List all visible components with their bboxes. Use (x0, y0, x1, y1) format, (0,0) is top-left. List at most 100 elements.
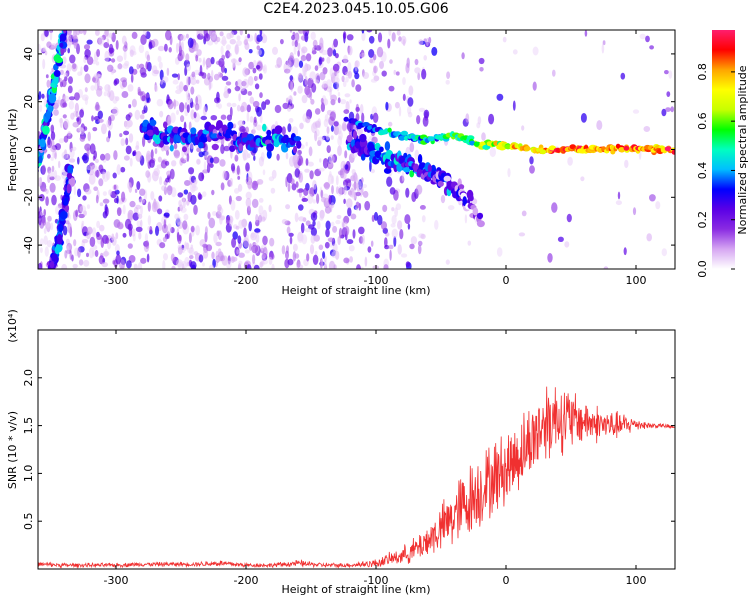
spectral-speckle (187, 37, 194, 48)
spectral-speckle (165, 30, 172, 41)
spectral-speckle (649, 45, 654, 50)
spectral-speckle (416, 115, 421, 125)
spectral-speckle (557, 236, 564, 242)
spectral-speckle (259, 92, 263, 99)
spectral-speckle (320, 259, 324, 269)
spectral-speckle (399, 229, 404, 240)
spectral-feature-mark (387, 127, 392, 133)
y-tick-label: -40 (22, 236, 35, 254)
spectral-speckle (230, 256, 235, 263)
spectral-speckle (58, 138, 65, 144)
spectral-speckle (92, 249, 95, 257)
spectral-speckle (243, 227, 247, 238)
spectral-speckle (319, 215, 324, 221)
spectral-speckle (407, 111, 413, 118)
spectral-speckle (668, 70, 673, 79)
spectral-speckle (385, 101, 389, 111)
spectral-speckle (70, 112, 75, 120)
spectral-speckle (101, 123, 107, 135)
spectral-speckle (502, 36, 507, 43)
spectral-speckle (322, 80, 328, 88)
spectral-speckle (217, 204, 222, 212)
spectral-speckle (229, 38, 236, 45)
spectral-speckle (309, 244, 315, 255)
spectral-speckle (405, 187, 410, 198)
spectral-speckle (521, 125, 525, 131)
spectral-speckle (86, 56, 94, 65)
spectral-speckle (238, 57, 242, 63)
spectral-speckle (294, 168, 300, 178)
spectral-speckle (496, 247, 503, 257)
spectral-speckle (229, 106, 233, 117)
spectral-speckle (183, 84, 188, 92)
spectral-speckle (402, 93, 406, 101)
spectral-speckle (301, 46, 308, 54)
spectral-speckle (142, 136, 146, 148)
spectral-speckle (394, 207, 398, 218)
spectral-speckle (178, 234, 182, 242)
spectral-speckle (198, 254, 204, 263)
spectral-speckle (665, 107, 671, 112)
spectral-feature-mark (59, 33, 67, 42)
y-tick-label: 2.0 (22, 369, 35, 387)
spectral-speckle (86, 147, 90, 157)
spectral-speckle (124, 218, 132, 230)
spectral-feature-mark (198, 141, 204, 149)
spectral-speckle (38, 43, 41, 51)
spectral-speckle (136, 220, 141, 227)
spectral-speckle (342, 31, 347, 40)
colorbar-gradient (712, 30, 735, 269)
spectral-speckle (418, 107, 426, 112)
spectral-speckle (603, 266, 609, 269)
spectral-speckle (51, 43, 57, 48)
spectral-speckle (100, 153, 106, 161)
spectral-speckle (238, 93, 241, 102)
spectral-feature-mark (398, 135, 406, 141)
spectral-speckle (366, 30, 373, 33)
spectral-speckle (43, 209, 46, 217)
spectral-speckle (661, 108, 667, 117)
spectral-speckle (218, 58, 225, 68)
spectral-speckle (180, 34, 187, 42)
spectral-speckle (620, 72, 626, 80)
spectral-speckle (434, 219, 439, 230)
spectral-speckle (165, 160, 170, 166)
spectral-speckle (308, 146, 313, 157)
spectral-feature-mark (267, 143, 274, 152)
spectral-speckle (72, 63, 77, 70)
spectral-speckle (317, 136, 325, 142)
spectral-speckle (355, 106, 361, 112)
spectral-speckle (345, 76, 349, 83)
spectral-speckle (584, 30, 588, 37)
spectral-speckle (320, 97, 324, 104)
spectral-speckle (105, 237, 110, 244)
spectral-speckle (130, 73, 134, 83)
spectral-speckle (138, 44, 145, 54)
spectral-speckle (372, 54, 377, 61)
spectral-speckle (467, 240, 472, 246)
spectral-speckle (355, 191, 361, 197)
spectral-speckle (96, 233, 102, 240)
spectral-speckle (370, 169, 375, 174)
spectral-speckle (166, 150, 169, 156)
spectral-speckle (93, 73, 101, 78)
spectral-speckle (209, 157, 214, 164)
snr-y-label: SNR (10 * v/v) (6, 411, 19, 489)
spectral-speckle (230, 199, 236, 211)
spectral-speckle (83, 44, 91, 50)
spectral-speckle (122, 232, 127, 238)
spectral-speckle (39, 104, 43, 113)
spectral-speckle (478, 57, 485, 65)
spectral-speckle (103, 91, 108, 97)
spectral-speckle (314, 120, 321, 128)
spectral-speckle (177, 221, 184, 229)
x-tick-label: 0 (503, 574, 510, 587)
spectral-speckle (400, 35, 407, 45)
spectral-speckle (355, 180, 362, 189)
spectral-speckle (301, 94, 308, 104)
spectral-speckle (370, 240, 374, 247)
spectral-speckle (649, 194, 656, 202)
spectral-speckle (361, 234, 366, 245)
spectral-speckle (251, 244, 259, 254)
spectral-speckle (343, 184, 347, 196)
